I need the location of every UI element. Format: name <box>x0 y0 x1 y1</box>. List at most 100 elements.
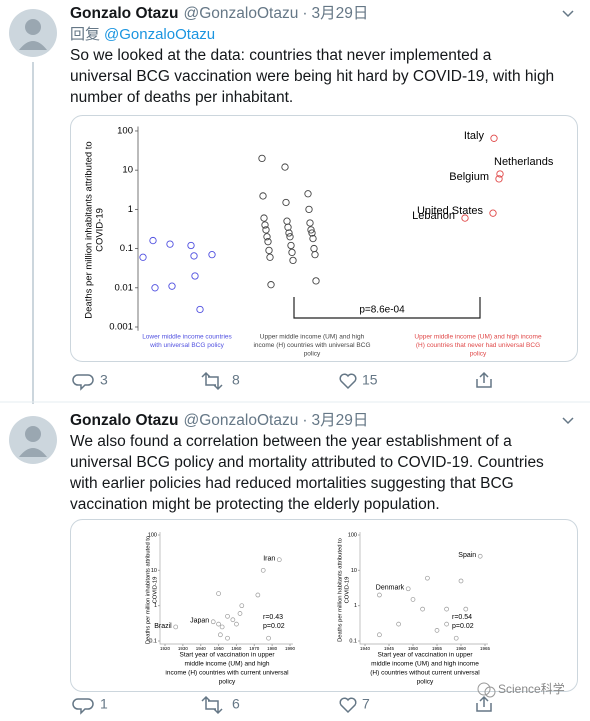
data-point <box>166 240 174 248</box>
x-tick-label: 1955 <box>432 646 443 651</box>
data-point <box>234 621 239 627</box>
data-point <box>258 154 266 163</box>
p-value: p=8.6e-04 <box>359 305 405 316</box>
x-axis-label: policy <box>417 679 434 686</box>
x-tick-label: 1980 <box>267 646 278 651</box>
data-point <box>151 284 159 292</box>
data-point <box>495 175 503 183</box>
tweet-text: universal BCG vaccination were being hit… <box>70 68 554 85</box>
data-point <box>219 624 225 630</box>
group-label: Lower middle income countries <box>142 334 232 341</box>
point-label: Belgium <box>449 171 489 183</box>
y-tick-label: 100 <box>148 532 157 538</box>
point-label: Japan <box>190 618 209 625</box>
data-point <box>196 305 204 314</box>
data-point <box>210 619 216 625</box>
reply-button[interactable] <box>72 698 94 715</box>
y-tick-label: 1 <box>128 204 133 215</box>
handle[interactable]: @GonzaloOtazu <box>184 412 299 429</box>
data-point <box>496 170 504 178</box>
tweet-text: universal BCG policy and mortality attri… <box>70 454 544 471</box>
like-button[interactable] <box>339 373 357 390</box>
group-label: with universal BCG policy <box>149 342 224 349</box>
author-name[interactable]: Gonzalo Otazu <box>70 5 179 22</box>
tweet-text: number of deaths per inhabitant. <box>70 89 293 106</box>
data-point <box>239 603 245 609</box>
y-tick-label: 0.01 <box>115 282 134 293</box>
caret[interactable] <box>562 10 574 18</box>
data-point <box>187 241 195 250</box>
date[interactable]: 3月29日 <box>312 5 369 22</box>
data-point <box>461 214 469 222</box>
caret[interactable] <box>562 417 574 425</box>
point-label: Denmark <box>376 585 405 592</box>
watermark: Science科学 <box>498 681 565 696</box>
reply-count: 3 <box>100 372 108 388</box>
reply-prefix: 回复 <box>70 25 100 43</box>
data-point <box>149 236 157 245</box>
point-label: United States <box>417 205 484 217</box>
data-point <box>304 190 312 198</box>
data-point <box>255 592 261 598</box>
date[interactable]: 3月29日 <box>312 412 369 429</box>
media-card[interactable] <box>70 519 578 692</box>
significance-bracket <box>293 297 481 319</box>
data-point <box>263 233 271 241</box>
tweet-text: We also found a correlation between the … <box>70 433 512 450</box>
data-point <box>208 251 216 259</box>
rt-button[interactable] <box>201 371 223 391</box>
data-point <box>453 635 459 641</box>
x-tick-label: 1965 <box>480 646 491 651</box>
data-point <box>309 234 317 243</box>
y-tick-label: 1 <box>354 603 357 609</box>
y-tick-label: 10 <box>122 165 133 176</box>
data-point <box>444 606 449 612</box>
point-label: Lebanon <box>412 210 455 222</box>
like-button[interactable] <box>339 697 357 714</box>
rt-count: 8 <box>232 372 240 388</box>
data-point <box>218 632 223 638</box>
group-label: Upper middle income (UM) and high income <box>414 334 542 341</box>
like-count: 15 <box>362 372 378 388</box>
handle[interactable]: @GonzaloOtazu <box>184 5 299 22</box>
data-point <box>230 617 236 623</box>
tweet-header: Gonzalo Otazu @GonzaloOtazu · 3月29日 <box>70 5 368 22</box>
reply-button[interactable] <box>72 374 94 391</box>
like-count: 7 <box>362 696 370 712</box>
group-label: (H) countries that never had universal B… <box>416 342 540 349</box>
separator: · <box>302 5 307 22</box>
y-axis-label: Deaths per million inhabitants attribute… <box>146 536 152 644</box>
reply-handle[interactable]: @GonzaloOtazu <box>104 26 215 43</box>
x-axis-label: middle income (UM) and high income <box>371 661 479 668</box>
x-axis-label: income (H) countries with current univer… <box>165 670 289 677</box>
data-point <box>288 248 296 257</box>
x-axis-label: (H) countries without current universal <box>370 670 480 677</box>
data-point <box>308 229 316 237</box>
share-button[interactable] <box>476 695 492 712</box>
media-card[interactable] <box>70 115 578 362</box>
y-axis-label: COVID-19 <box>345 577 351 604</box>
data-point <box>396 621 401 627</box>
avatar[interactable] <box>9 416 57 464</box>
x-tick-label: 1920 <box>160 646 171 651</box>
data-point <box>434 628 440 633</box>
data-point <box>286 233 294 241</box>
y-axis-label: Deaths per million habitants attributed … <box>338 538 344 642</box>
y-tick-label: 0.001 <box>109 322 133 333</box>
data-point <box>265 246 273 255</box>
rt-button[interactable] <box>201 695 223 715</box>
tweet-text: vaccination might be protecting the elde… <box>70 496 440 513</box>
data-point <box>289 256 297 265</box>
data-point <box>264 238 272 246</box>
author-name[interactable]: Gonzalo Otazu <box>70 412 179 429</box>
data-point <box>405 586 411 592</box>
share-button[interactable] <box>476 371 492 388</box>
data-point <box>266 635 271 641</box>
data-point <box>285 229 293 237</box>
tweet-header: Gonzalo Otazu @GonzaloOtazu · 3月29日 <box>70 412 368 429</box>
data-point <box>216 591 221 596</box>
avatar[interactable] <box>9 9 57 57</box>
data-point <box>261 221 269 229</box>
x-tick-label: 1945 <box>384 646 395 651</box>
